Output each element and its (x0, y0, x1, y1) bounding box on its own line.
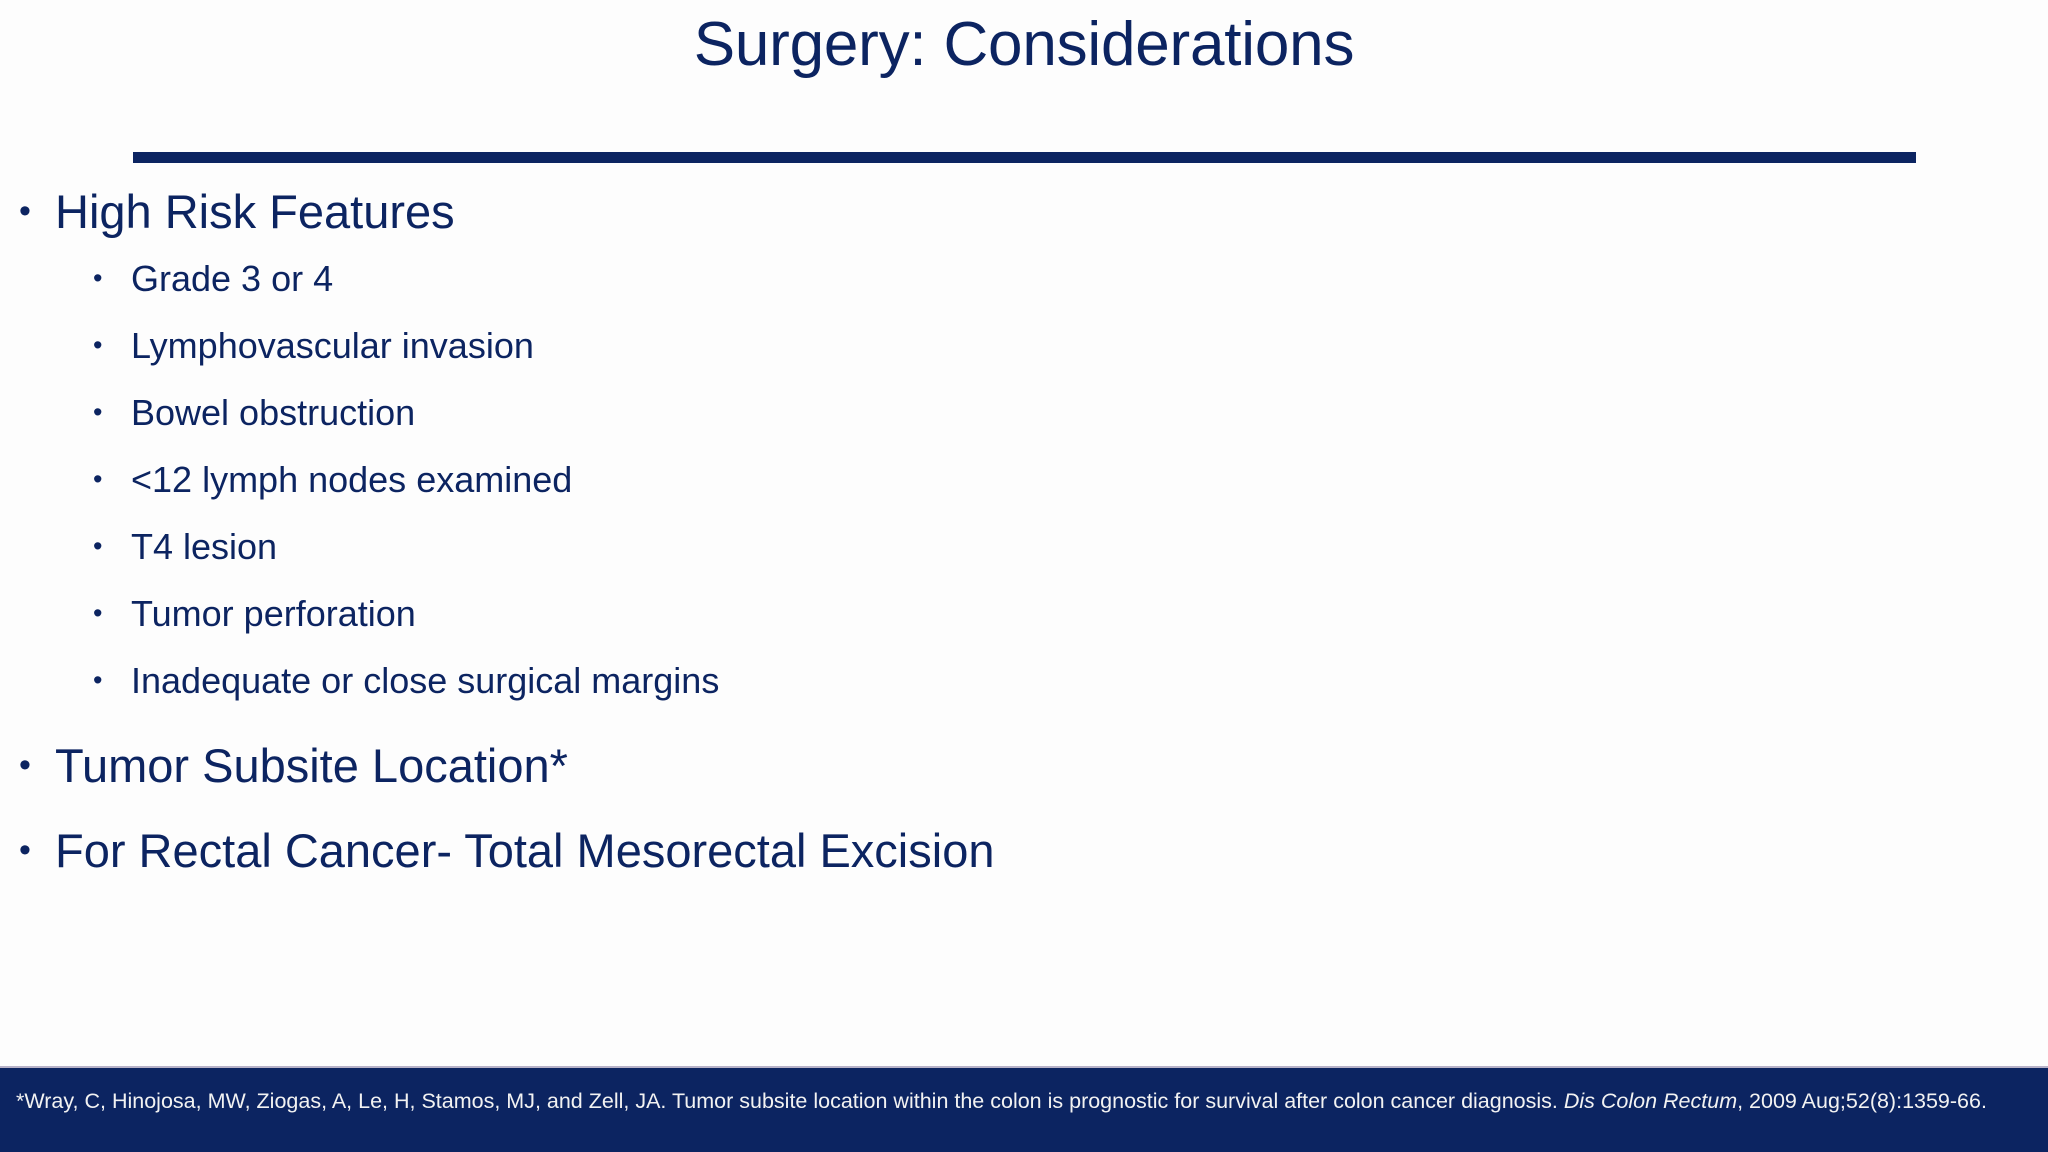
body-content: • High Risk Features • Grade 3 or 4 • Ly… (0, 178, 2048, 884)
bullet-marker-icon: • (93, 330, 103, 360)
bullet-level1-total-mesorectal-excision: • For Rectal Cancer- Total Mesorectal Ex… (0, 817, 2048, 884)
sub-bullet-list: • Grade 3 or 4 • Lymphovascular invasion… (0, 245, 2048, 714)
footer-citation-text: *Wray, C, Hinojosa, MW, Ziogas, A, Le, H… (16, 1086, 2026, 1116)
bullet-marker-icon: • (93, 464, 103, 494)
bullet-level2-tumor-perforation: • Tumor perforation (0, 580, 2048, 647)
bullet-level2-label: Bowel obstruction (131, 392, 416, 433)
bullet-level2-grade: • Grade 3 or 4 (0, 245, 2048, 312)
bullet-level1-tumor-subsite-location: • Tumor Subsite Location* (0, 732, 2048, 799)
bullet-marker-icon: • (19, 831, 31, 869)
citation-volume-pages: , 2009 Aug;52(8):1359-66. (1737, 1089, 1987, 1113)
citation-authors-and-title: *Wray, C, Hinojosa, MW, Ziogas, A, Le, H… (16, 1089, 1564, 1113)
bullet-level2-label: Tumor perforation (131, 593, 416, 634)
bullet-marker-icon: • (93, 598, 103, 628)
spacer (0, 714, 2048, 732)
bullet-level1-label: High Risk Features (55, 185, 455, 238)
citation-journal-name: Dis Colon Rectum (1563, 1089, 1738, 1113)
bullet-level2-surgical-margins: • Inadequate or close surgical margins (0, 647, 2048, 714)
bullet-level1-label: Tumor Subsite Location* (55, 739, 568, 792)
bullet-level1-high-risk-features: • High Risk Features (0, 178, 2048, 245)
bullet-marker-icon: • (93, 665, 103, 695)
bullet-marker-icon: • (93, 263, 103, 293)
footer-citation-bar: *Wray, C, Hinojosa, MW, Ziogas, A, Le, H… (0, 1066, 2048, 1152)
bullet-level2-bowel-obstruction: • Bowel obstruction (0, 379, 2048, 446)
bullet-level2-label: Lymphovascular invasion (131, 325, 534, 366)
bullet-marker-icon: • (19, 192, 31, 230)
bullet-level2-label: Grade 3 or 4 (131, 258, 334, 299)
bullet-marker-icon: • (19, 746, 31, 784)
bullet-level2-t4-lesion: • T4 lesion (0, 513, 2048, 580)
bullet-level2-label: Inadequate or close surgical margins (131, 660, 720, 701)
spacer (0, 799, 2048, 817)
bullet-marker-icon: • (93, 397, 103, 427)
title-divider-rule (133, 152, 1916, 163)
bullet-level1-label: For Rectal Cancer- Total Mesorectal Exci… (55, 824, 995, 877)
bullet-level2-label: T4 lesion (131, 526, 278, 567)
page-title: Surgery: Considerations (693, 10, 1355, 79)
bullet-marker-icon: • (93, 531, 103, 561)
bullet-level2-lymph-nodes-examined: • <12 lymph nodes examined (0, 446, 2048, 513)
bullet-level2-label: <12 lymph nodes examined (131, 459, 573, 500)
bullet-level2-lymphovascular-invasion: • Lymphovascular invasion (0, 312, 2048, 379)
